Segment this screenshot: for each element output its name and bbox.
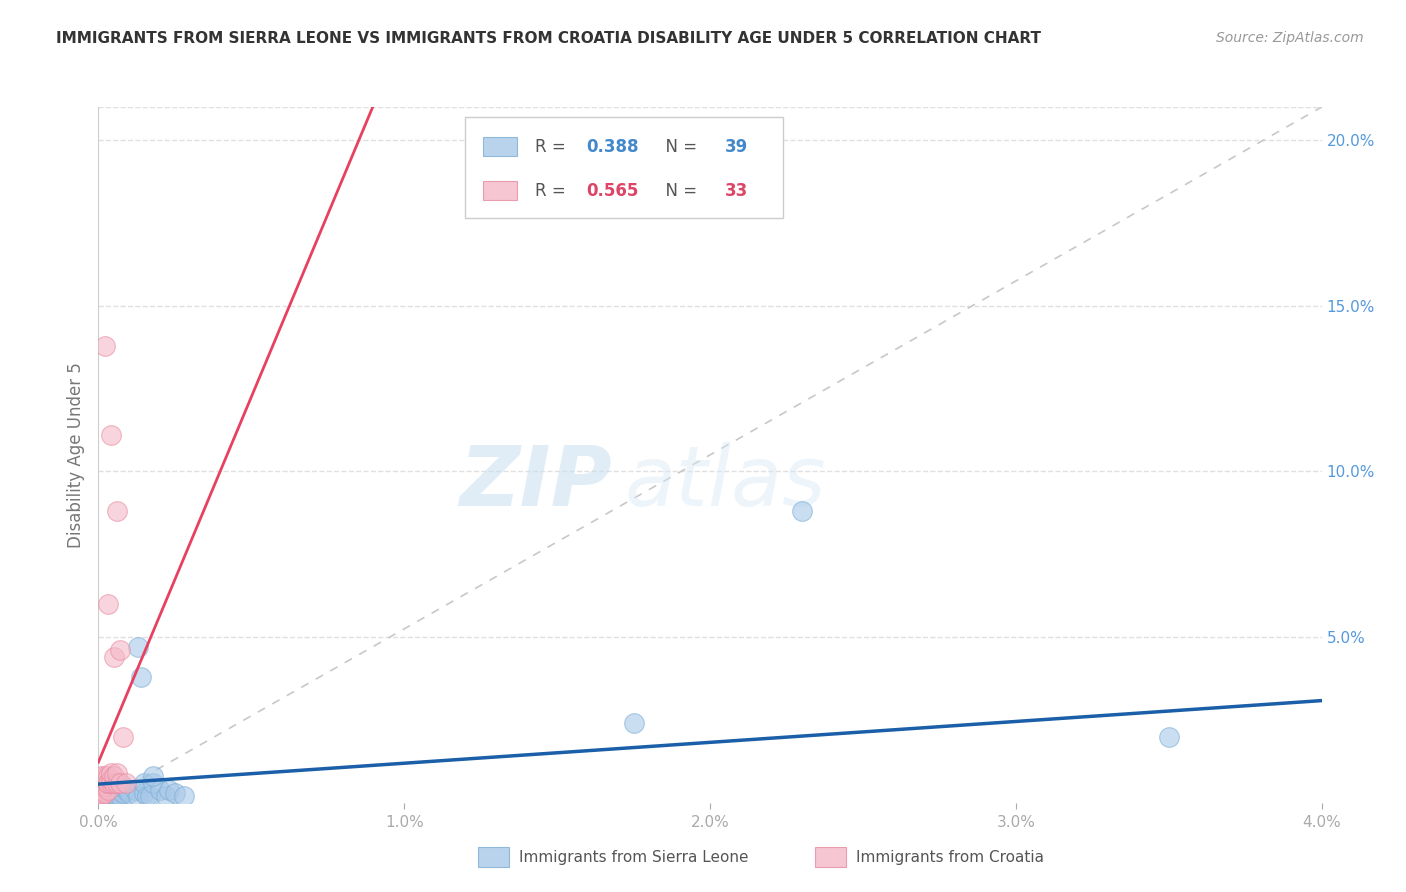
Point <box>103 769 125 783</box>
Point <box>100 789 122 804</box>
Text: ZIP: ZIP <box>460 442 612 524</box>
Text: IMMIGRANTS FROM SIERRA LEONE VS IMMIGRANTS FROM CROATIA DISABILITY AGE UNDER 5 C: IMMIGRANTS FROM SIERRA LEONE VS IMMIGRAN… <box>56 31 1042 46</box>
Point <box>97 597 120 611</box>
Point <box>90 782 112 797</box>
Point <box>623 716 645 731</box>
Point <box>97 782 120 797</box>
Point <box>100 786 122 800</box>
Point <box>103 776 125 790</box>
Point <box>103 789 125 804</box>
Point <box>111 730 134 744</box>
Point <box>105 766 128 780</box>
Point <box>87 792 110 806</box>
Point <box>134 786 156 800</box>
Point <box>90 789 112 804</box>
FancyBboxPatch shape <box>465 118 783 219</box>
Point <box>93 772 115 787</box>
Point <box>142 776 165 790</box>
Point <box>173 789 195 804</box>
Point <box>90 789 112 804</box>
Text: R =: R = <box>536 137 571 156</box>
Point <box>129 670 152 684</box>
Point <box>93 769 115 783</box>
Point <box>134 776 156 790</box>
Point <box>790 504 813 518</box>
Point <box>1157 730 1180 744</box>
Text: Immigrants from Croatia: Immigrants from Croatia <box>856 850 1045 864</box>
Y-axis label: Disability Age Under 5: Disability Age Under 5 <box>66 362 84 548</box>
Point <box>90 779 112 793</box>
Point <box>124 782 146 797</box>
Point <box>93 786 115 800</box>
Point <box>90 786 112 800</box>
Text: N =: N = <box>655 137 703 156</box>
Point <box>90 769 112 783</box>
Point <box>90 792 112 806</box>
Point <box>100 772 122 787</box>
Point <box>97 769 120 783</box>
Point <box>142 769 165 783</box>
Point <box>105 776 128 790</box>
Point <box>136 789 159 804</box>
Point <box>97 786 120 800</box>
Point <box>115 782 138 797</box>
Point <box>103 650 125 665</box>
Text: 39: 39 <box>724 137 748 156</box>
Text: Source: ZipAtlas.com: Source: ZipAtlas.com <box>1216 31 1364 45</box>
Text: 0.388: 0.388 <box>586 137 638 156</box>
Bar <box>482 137 517 156</box>
Point <box>93 786 115 800</box>
Point <box>105 504 128 518</box>
Point <box>108 779 131 793</box>
Point <box>93 779 115 793</box>
Point <box>157 782 180 797</box>
Point <box>103 786 125 800</box>
Point <box>108 776 131 790</box>
Text: atlas: atlas <box>624 442 827 524</box>
Point <box>105 782 128 797</box>
Point <box>115 776 138 790</box>
Text: 33: 33 <box>724 182 748 200</box>
Point <box>111 786 134 800</box>
Point <box>93 338 115 352</box>
Point <box>87 792 110 806</box>
Point <box>87 789 110 804</box>
Text: R =: R = <box>536 182 571 200</box>
Point <box>97 789 120 804</box>
Point <box>127 789 149 804</box>
Point <box>93 789 115 804</box>
Point <box>97 792 120 806</box>
Point <box>100 766 122 780</box>
Point <box>108 789 131 804</box>
Point <box>100 776 122 790</box>
Point <box>97 776 120 790</box>
Bar <box>482 181 517 201</box>
Point <box>100 428 122 442</box>
Point <box>118 786 141 800</box>
Text: N =: N = <box>655 182 703 200</box>
Point <box>93 776 115 790</box>
Point <box>90 776 112 790</box>
Point <box>100 792 122 806</box>
Point <box>163 786 186 800</box>
Point <box>93 792 115 806</box>
Text: 0.565: 0.565 <box>586 182 638 200</box>
Point <box>97 776 120 790</box>
Point <box>155 789 177 804</box>
Point <box>105 789 128 804</box>
Point <box>139 789 162 804</box>
Point <box>111 779 134 793</box>
Point <box>108 643 131 657</box>
Point <box>127 640 149 654</box>
Text: Immigrants from Sierra Leone: Immigrants from Sierra Leone <box>519 850 748 864</box>
Point <box>149 782 172 797</box>
